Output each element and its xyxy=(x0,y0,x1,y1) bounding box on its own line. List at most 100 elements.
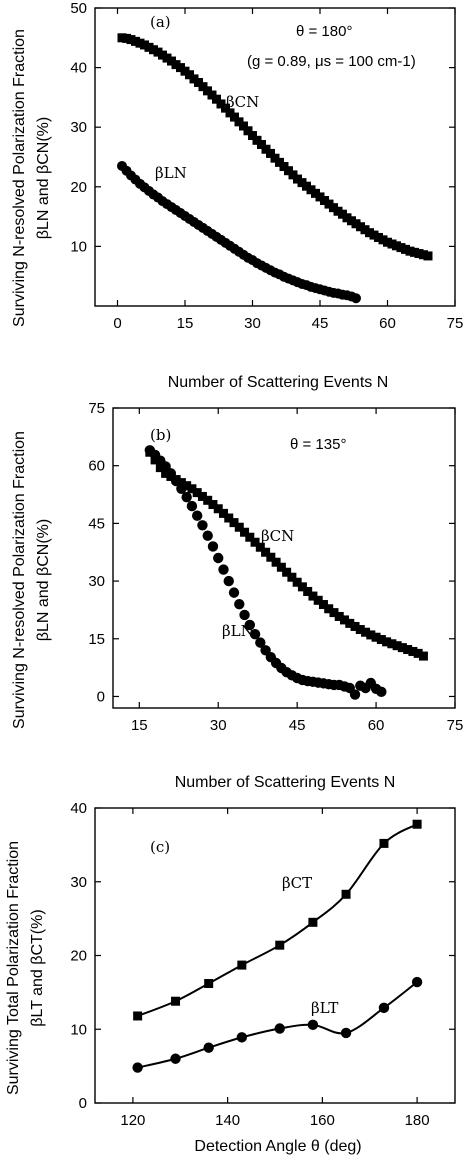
panel-c-plot-frame xyxy=(94,807,456,1104)
data-point-circle xyxy=(234,598,245,610)
panel-b-series-label-cn: βCN xyxy=(261,527,294,545)
data-point-square xyxy=(224,513,234,523)
data-point-square xyxy=(366,630,376,640)
data-point-circle xyxy=(218,564,229,575)
data-point-square xyxy=(345,618,355,628)
data-point-square xyxy=(245,532,255,542)
data-point-circle xyxy=(197,520,208,531)
panel-c-ticks: 120 140 160 180 0 10 20 30 40 xyxy=(70,800,455,1129)
y-tick-label: 30 xyxy=(88,573,105,590)
data-point-square xyxy=(397,643,407,653)
data-point-square xyxy=(234,522,244,532)
panel-b-plot-frame xyxy=(112,407,456,709)
data-point-circle xyxy=(376,686,387,698)
panel-b-series-label-ln: βLN xyxy=(222,622,254,640)
y-tick-label: 0 xyxy=(79,1095,87,1112)
x-tick-label: 0 xyxy=(113,315,121,332)
data-point-circle xyxy=(349,689,361,700)
y-tick-label: 15 xyxy=(88,631,105,648)
data-point-square xyxy=(413,648,423,658)
data-point-square xyxy=(313,595,323,605)
panel-a-annotation-params: (g = 0.89, μs = 100 cm-1) xyxy=(247,53,416,70)
data-point-circle xyxy=(203,1042,214,1053)
data-point-circle xyxy=(165,468,177,479)
data-point-circle xyxy=(213,552,224,564)
data-point-circle xyxy=(378,1002,390,1014)
data-point-circle xyxy=(236,1032,248,1043)
x-tick-label: 160 xyxy=(310,1112,335,1129)
data-point-square xyxy=(197,491,207,501)
data-point-square xyxy=(155,463,165,473)
panel-c-y-axis-title-line2: βLT and βCT(%) xyxy=(29,909,46,1026)
data-point-square xyxy=(376,635,386,645)
data-point-square xyxy=(340,615,350,625)
data-point-square xyxy=(324,604,334,614)
y-tick-label: 30 xyxy=(70,874,87,891)
panel-a-x-axis-title: Number of Scattering Events N xyxy=(168,374,389,391)
y-tick-label: 75 xyxy=(88,400,105,417)
data-point-square xyxy=(276,562,286,572)
y-tick-label: 10 xyxy=(70,1021,87,1038)
data-point-square xyxy=(308,917,318,927)
data-point-square xyxy=(203,495,213,505)
x-tick-label: 75 xyxy=(447,315,464,332)
data-point-square xyxy=(282,567,292,577)
x-tick-label: 15 xyxy=(131,717,148,734)
panel-c-marks xyxy=(132,819,423,1073)
data-point-circle xyxy=(186,500,198,512)
data-point-square xyxy=(408,646,418,656)
y-tick-label: 0 xyxy=(97,688,105,705)
data-point-square xyxy=(239,121,248,131)
data-point-square xyxy=(213,504,223,514)
panel-a-annotation-angle: θ = 180° xyxy=(296,23,352,40)
data-point-square xyxy=(382,637,392,647)
x-tick-label: 30 xyxy=(244,315,261,332)
data-point-square xyxy=(192,488,202,498)
data-point-circle xyxy=(170,475,182,487)
data-point-circle xyxy=(255,637,266,648)
data-point-square xyxy=(379,838,389,848)
data-point-square xyxy=(275,940,285,950)
data-point-square xyxy=(229,518,239,528)
panel-b-y-axis-title-line1: Surviving N-resolved Polarization Fracti… xyxy=(11,431,28,729)
data-point-square xyxy=(361,627,371,637)
data-point-square xyxy=(329,608,339,618)
x-tick-label: 180 xyxy=(405,1112,430,1129)
data-point-square xyxy=(204,979,214,989)
panel-b-marks xyxy=(144,445,428,700)
data-point-square xyxy=(271,557,281,567)
x-tick-label: 60 xyxy=(368,717,385,734)
x-tick-label: 15 xyxy=(177,315,194,332)
x-tick-label: 45 xyxy=(312,315,329,332)
data-point-square xyxy=(161,468,171,478)
panel-c-y-axis-title-line1: Surviving Total Polarization Fraction xyxy=(5,841,22,1095)
series-line-ct xyxy=(137,823,418,1017)
data-point-square xyxy=(208,500,218,510)
panel-a: 0 15 30 45 60 75 10 20 30 40 50 (a) θ = 180° (g = … xyxy=(11,0,463,391)
panel-c-series-label-ct: βCT xyxy=(282,874,312,892)
data-point-square xyxy=(334,611,344,621)
data-point-square xyxy=(266,148,275,158)
panel-a-y-axis-title-line2: βLN and βCN(%) xyxy=(35,117,52,239)
data-point-circle xyxy=(207,541,219,552)
panel-b: 15 30 45 60 75 0 15 30 45 60 75 (b) θ = 135° βCN β… xyxy=(11,400,463,791)
x-tick-label: 75 xyxy=(447,717,464,734)
data-point-square xyxy=(250,537,260,547)
panel-a-marks xyxy=(117,33,433,304)
y-tick-label: 40 xyxy=(70,800,87,817)
data-point-square xyxy=(176,478,186,488)
data-point-square xyxy=(237,960,247,970)
data-point-square xyxy=(387,639,397,649)
data-point-circle xyxy=(202,530,213,541)
data-point-circle xyxy=(351,293,361,304)
data-point-square xyxy=(182,481,192,491)
panel-c-x-axis-title: Detection Angle θ (deg) xyxy=(194,1138,361,1155)
data-point-square xyxy=(308,591,318,601)
panel-a-plot-frame xyxy=(94,7,456,307)
y-tick-label: 10 xyxy=(70,238,87,255)
x-tick-label: 140 xyxy=(215,1112,240,1129)
data-point-square xyxy=(287,572,297,582)
data-point-square xyxy=(371,632,381,642)
data-point-square xyxy=(240,527,250,537)
panel-a-y-axis-title-line1: Surviving N-resolved Polarization Fracti… xyxy=(11,29,28,327)
